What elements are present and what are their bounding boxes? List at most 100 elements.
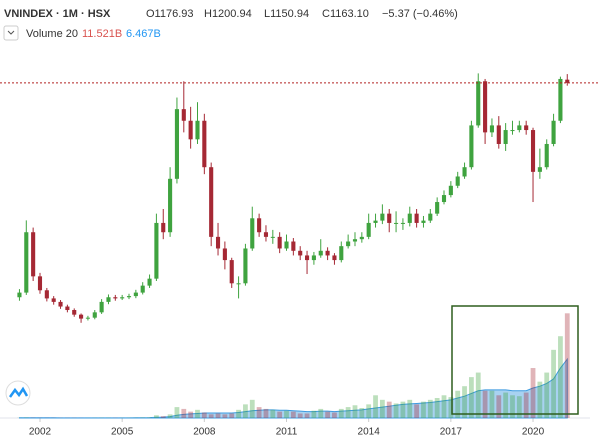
candle-body <box>216 237 220 249</box>
candle-body <box>517 125 521 130</box>
volume-bar <box>312 411 317 418</box>
candle-body <box>182 109 186 121</box>
candle-body <box>380 214 384 221</box>
candle-body <box>202 121 206 167</box>
candle-body <box>86 318 90 319</box>
candle-body <box>469 125 473 167</box>
volume-bar <box>291 412 296 418</box>
volume-value: 11.521B <box>82 28 122 40</box>
candle-body <box>360 237 364 239</box>
candle-body <box>106 297 110 302</box>
candle-body <box>332 255 336 260</box>
candle-body <box>237 283 241 284</box>
candle-body <box>120 297 124 298</box>
volume-bar <box>229 413 234 418</box>
candle-body <box>45 290 49 298</box>
volume-bar <box>551 350 556 418</box>
volume-bar <box>270 410 275 418</box>
candle-body <box>421 221 425 223</box>
candle-body <box>195 121 199 140</box>
candle-body <box>127 296 131 297</box>
x-tick-label: 2005 <box>111 427 134 438</box>
volume-bar <box>531 368 536 418</box>
candle-body <box>524 125 528 130</box>
volume-bar <box>168 414 173 418</box>
x-tick-label: 2020 <box>522 427 545 438</box>
candle-body <box>291 242 295 251</box>
candle-body <box>545 144 549 167</box>
volume-bar <box>202 413 207 418</box>
candle-body <box>100 302 104 312</box>
candle-body <box>326 251 330 256</box>
candle-body <box>531 130 535 172</box>
candle-body <box>72 310 76 315</box>
change-label: −5.37 (−0.46%) <box>382 8 458 20</box>
candle-body <box>134 293 138 296</box>
candle-body <box>271 237 275 238</box>
candle-body <box>38 276 42 290</box>
candle-body <box>428 214 432 221</box>
volume-bar <box>216 413 221 418</box>
chart-title: VNINDEX · 1M · HSX <box>4 8 111 20</box>
candle-body <box>250 218 254 248</box>
collapse-button[interactable] <box>4 26 18 40</box>
candle-body <box>209 167 213 237</box>
candle-body <box>346 242 350 247</box>
volume-bar <box>346 407 351 418</box>
candle-body <box>449 186 453 195</box>
candle-body <box>394 223 398 224</box>
volume-ma-value: 6.467B <box>126 28 161 40</box>
volume-bar <box>305 413 310 418</box>
candle-body <box>538 167 542 172</box>
candle-body <box>79 315 83 319</box>
candle-body <box>415 214 419 223</box>
volume-bar <box>414 404 419 418</box>
volume-bar <box>476 373 481 418</box>
volume-bar <box>462 386 467 418</box>
candle-body <box>401 223 405 224</box>
candle-body <box>442 195 446 202</box>
ohlc-close: C1163.10 <box>322 8 369 20</box>
candle-body <box>367 223 371 237</box>
ohlc-low: L1150.94 <box>264 8 309 20</box>
candle-body <box>373 221 377 223</box>
x-tick-label: 2017 <box>440 427 463 438</box>
volume-bar <box>366 404 371 418</box>
volume-bar <box>421 402 426 418</box>
candle-body <box>58 302 62 307</box>
candle-body <box>230 260 234 283</box>
volume-bar <box>325 412 330 418</box>
volume-bar <box>195 410 200 418</box>
volume-bar <box>565 313 570 418</box>
candle-body <box>305 255 309 260</box>
candle-body <box>257 218 261 232</box>
candle-body <box>456 176 460 185</box>
volume-bar <box>298 413 303 418</box>
volume-bar <box>558 336 563 418</box>
x-tick-label: 2002 <box>29 427 52 438</box>
volume-bar <box>236 410 241 418</box>
volume-bar <box>250 400 255 418</box>
candle-body <box>52 298 56 301</box>
volume-bar <box>401 402 406 418</box>
volume-bar <box>188 412 193 418</box>
volume-bar <box>257 407 262 418</box>
volume-bar <box>243 404 248 418</box>
x-tick-label: 2008 <box>193 427 216 438</box>
volume-bar <box>181 409 186 418</box>
ohlc-open: O1176.93 <box>146 8 194 20</box>
candle-body <box>168 179 172 232</box>
volume-bar <box>332 413 337 418</box>
candle-body <box>504 130 508 144</box>
candle-body <box>339 246 343 260</box>
candle-body <box>17 293 21 298</box>
volume-bar <box>373 395 378 418</box>
volume-bar <box>544 373 549 418</box>
volume-bar <box>442 395 447 418</box>
candle-body <box>319 251 323 256</box>
candle-body <box>161 223 165 232</box>
volume-bar <box>469 377 474 418</box>
